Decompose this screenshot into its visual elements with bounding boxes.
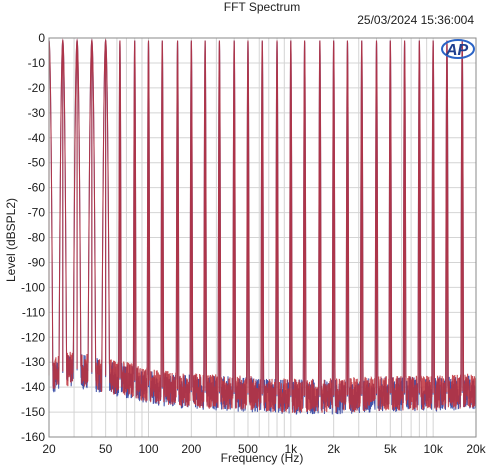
trace-red (48, 38, 477, 414)
x-tick-label: 50 (99, 442, 113, 456)
y-tick-label: 0 (38, 31, 45, 45)
y-tick-label: -50 (28, 156, 46, 170)
x-tick-labels: 20 50 100 200 500 1k 2k 5k 10k 20k (42, 442, 486, 456)
ap-logo-text: AP (445, 42, 469, 59)
ap-logo: AP (441, 39, 475, 59)
plot-frame (48, 37, 477, 438)
plot-border (48, 37, 477, 438)
ap-logo-swoosh (441, 39, 475, 59)
y-tick-label: -150 (21, 405, 45, 419)
y-tick-label: -80 (28, 231, 46, 245)
chart-title: FFT Spectrum (224, 0, 300, 14)
x-tick-label: 5k (384, 442, 398, 456)
y-tick-label: -120 (21, 330, 45, 344)
y-axis-label: Level (dBSPL2) (4, 198, 18, 282)
y-tick-label: -90 (28, 255, 46, 269)
x-tick-label: 500 (238, 442, 258, 456)
x-tick-label: 20k (466, 442, 486, 456)
y-tick-label: -40 (28, 131, 46, 145)
x-tick-label: 100 (138, 442, 158, 456)
x-axis-label: Frequency (Hz) (221, 451, 304, 465)
y-tick-label: -20 (28, 81, 46, 95)
x-tick-label: 10k (423, 442, 443, 456)
y-tick-label: -60 (28, 181, 46, 195)
x-tick-label: 20 (42, 442, 56, 456)
y-tick-label: -70 (28, 206, 46, 220)
timestamp: 25/03/2024 15:36:004 (357, 13, 474, 27)
y-tick-label: -160 (21, 430, 45, 444)
x-tick-label: 2k (327, 442, 341, 456)
y-tick-label: -30 (28, 106, 46, 120)
y-tick-label: -130 (21, 355, 45, 369)
y-tick-label: -110 (22, 305, 45, 319)
y-tick-label: -100 (21, 280, 45, 294)
x-tick-label: 200 (181, 442, 201, 456)
y-tick-label: -140 (21, 380, 45, 394)
x-tick-label: 1k (284, 442, 298, 456)
trace-group (48, 38, 477, 415)
y-tick-labels: 0 -10 -20 -30 -40 -50 -60 -70 -80 -90 -100 -110 -120… (21, 31, 45, 444)
y-tick-label: -10 (28, 56, 46, 70)
